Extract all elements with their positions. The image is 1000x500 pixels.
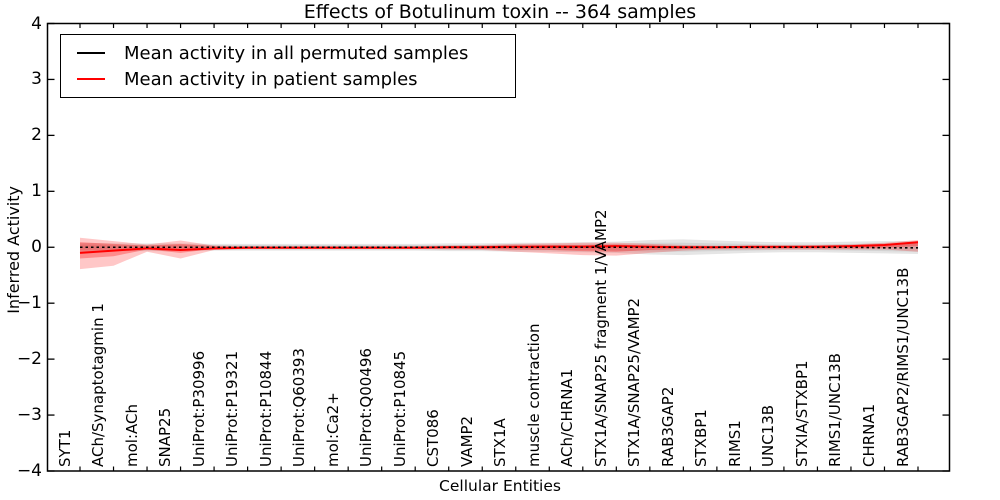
- mean-activity-in-all-permuted-samples-line: [80, 246, 918, 249]
- x-tick-label: RAB3GAP2: [658, 386, 677, 467]
- x-tick-label: STXIA/STXBP1: [792, 360, 811, 467]
- x-tick-label: VAMP2: [457, 415, 476, 467]
- legend-item-permuted: Mean activity in all permuted samples: [61, 40, 505, 66]
- legend-line-red-icon: [77, 78, 105, 80]
- x-tick-label: SYT1: [55, 429, 74, 467]
- x-tick-label: CHRNA1: [859, 403, 878, 467]
- x-tick-label: RIMS1/UNC13B: [826, 353, 845, 467]
- x-tick-label: mol:Ca2+: [323, 392, 342, 467]
- y-tick-label: −2: [16, 349, 42, 370]
- y-tick-label: 3: [31, 69, 42, 90]
- y-tick-label: 2: [31, 125, 42, 146]
- x-tick-label: ACh/CHRNA1: [558, 368, 577, 467]
- x-tick-label: STXBP1: [692, 409, 711, 467]
- x-tick-label: mol:ACh: [122, 404, 141, 467]
- x-tick-label: UniProt:P30996: [189, 350, 208, 467]
- legend-label: Mean activity in all permuted samples: [124, 42, 469, 64]
- x-axis-label: Cellular Entities: [439, 477, 561, 495]
- x-tick-label: UniProt:P10844: [256, 350, 275, 467]
- x-tick-label: STX1A/SNAP25 fragment 1/VAMP2: [591, 209, 610, 467]
- y-tick-label: −1: [16, 293, 42, 314]
- x-tick-label: CST086: [424, 409, 443, 467]
- y-tick-label: −4: [16, 461, 42, 481]
- x-tick-label: UniProt:Q60393: [290, 348, 309, 467]
- x-tick-label: muscle contraction: [524, 323, 543, 468]
- x-tick-label: UNC13B: [759, 404, 778, 467]
- patient-spread-outer-band: [80, 237, 918, 270]
- y-tick-label: −3: [16, 405, 42, 426]
- y-tick-label: 4: [31, 13, 42, 34]
- legend: Mean activity in all permuted samples Me…: [60, 34, 516, 98]
- x-tick-label: SNAP25: [156, 407, 175, 467]
- x-tick-label: RAB3GAP2/RIMS1/UNC13B: [893, 267, 912, 467]
- x-tick-label: UniProt:Q00496: [357, 348, 376, 467]
- x-tick-label: UniProt:P19321: [223, 350, 242, 467]
- legend-item-patient: Mean activity in patient samples: [61, 66, 505, 92]
- x-tick-label: RIMS1: [725, 420, 744, 467]
- y-tick-label: 0: [31, 237, 42, 258]
- x-tick-label: STX1A/SNAP25/VAMP2: [625, 297, 644, 467]
- x-tick-label: UniProt:P10845: [390, 350, 409, 467]
- chart-title: Effects of Botulinum toxin -- 364 sample…: [303, 1, 697, 23]
- legend-label: Mean activity in patient samples: [124, 68, 418, 90]
- x-tick-label: ACh/Synaptotagmin 1: [89, 303, 108, 467]
- y-tick-label: 1: [31, 181, 42, 202]
- legend-line-black-icon: [77, 52, 105, 54]
- x-tick-label: STX1A: [491, 418, 510, 467]
